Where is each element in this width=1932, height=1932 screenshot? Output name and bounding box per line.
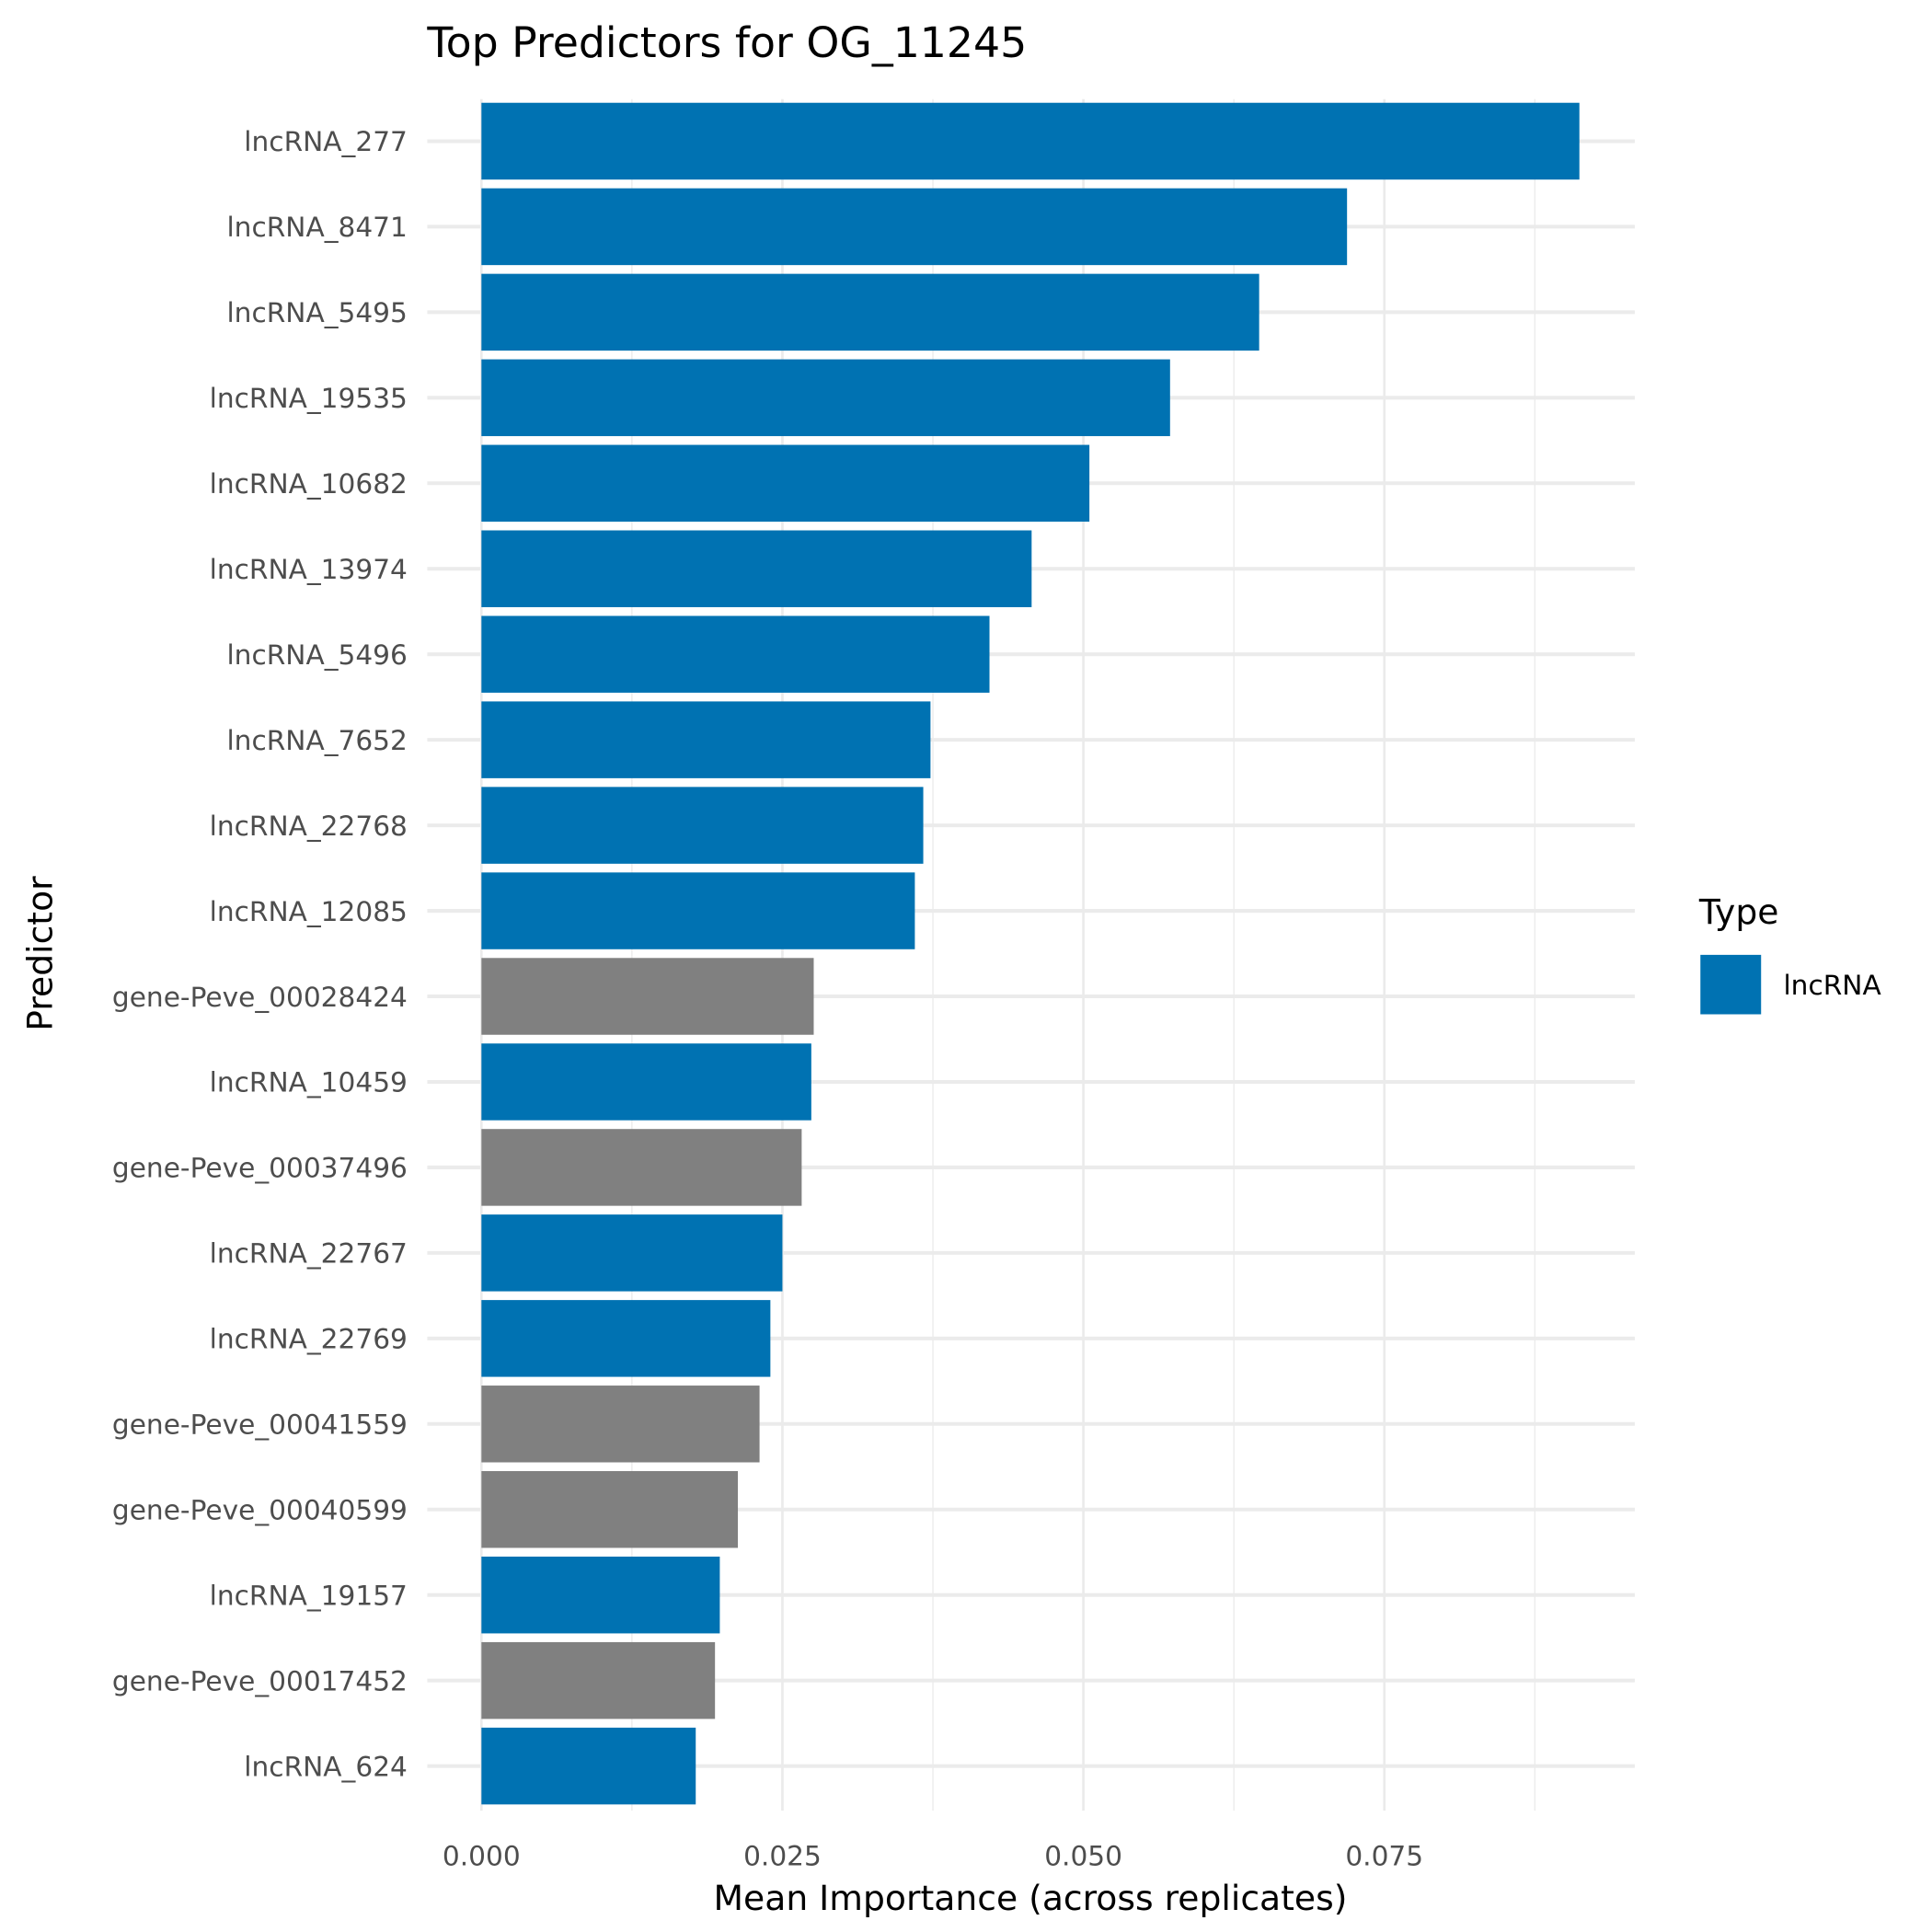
bar-gene-Peve_00037496: [481, 1129, 802, 1206]
y-tick-label: lncRNA_10459: [210, 1067, 408, 1098]
y-tick-label: gene-Peve_00041559: [112, 1409, 408, 1441]
bar-gene-Peve_00041559: [481, 1386, 760, 1463]
y-tick-label: lncRNA_19157: [210, 1580, 408, 1611]
legend-title: Type: [1698, 891, 1779, 932]
y-tick-label: lncRNA_22767: [210, 1238, 408, 1270]
y-tick-label: lncRNA_277: [244, 126, 408, 157]
bar-lncRNA_22769: [481, 1300, 771, 1377]
bar-lncRNA_10682: [481, 444, 1090, 523]
legend: Type lncRNA: [1698, 891, 1881, 1015]
y-tick-label: lncRNA_19535: [210, 383, 408, 414]
bar-gene-Peve_00028424: [481, 958, 814, 1035]
x-tick-label: 0.025: [743, 1840, 822, 1871]
legend-key-lncrna: [1700, 954, 1762, 1015]
y-tick-label: lncRNA_5495: [226, 297, 407, 328]
gridlines: [427, 98, 1635, 1811]
y-tick-labels: lncRNA_277 lncRNA_8471 lncRNA_5495 lncRNA_1…: [112, 126, 408, 1782]
y-tick-label: lncRNA_8471: [226, 212, 407, 243]
bars: [481, 102, 1580, 1805]
y-tick-label: lncRNA_13974: [210, 554, 408, 585]
bar-lncRNA_13974: [481, 530, 1032, 607]
chart-title: Top Predictors for OG_11245: [426, 18, 1027, 67]
y-tick-label: gene-Peve_00028424: [112, 982, 408, 1013]
y-tick-label: lncRNA_22768: [210, 811, 408, 842]
x-tick-labels: 0.000 0.025 0.050 0.075: [443, 1840, 1423, 1871]
bar-lncRNA_277: [481, 102, 1580, 180]
y-tick-label: lncRNA_7652: [226, 725, 407, 756]
x-tick-label: 0.000: [443, 1840, 521, 1871]
y-tick-label: lncRNA_10682: [210, 468, 408, 500]
y-tick-label: lncRNA_12085: [210, 896, 408, 927]
y-tick-label: lncRNA_5496: [226, 639, 407, 671]
bar-lncRNA_8471: [481, 188, 1348, 266]
bar-lncRNA_12085: [481, 872, 915, 949]
x-tick-label: 0.050: [1044, 1840, 1122, 1871]
bar-lncRNA_22767: [481, 1214, 783, 1292]
y-tick-label: lncRNA_22769: [210, 1324, 408, 1355]
bar-lncRNA_7652: [481, 701, 931, 778]
bar-lncRNA_19157: [481, 1556, 720, 1634]
bar-gene-Peve_00040599: [481, 1471, 739, 1548]
y-tick-label: gene-Peve_00017452: [112, 1665, 408, 1696]
y-tick-label: lncRNA_624: [244, 1751, 408, 1782]
bar-lncRNA_10459: [481, 1043, 811, 1121]
bar-lncRNA_22768: [481, 787, 924, 864]
y-axis-title: Predictor: [20, 876, 61, 1031]
x-axis-title: Mean Importance (across replicates): [714, 1878, 1348, 1918]
bar-lncRNA_624: [481, 1727, 696, 1805]
bar-lncRNA_19535: [481, 359, 1170, 437]
y-tick-label: gene-Peve_00040599: [112, 1495, 408, 1526]
bar-gene-Peve_00017452: [481, 1641, 716, 1719]
legend-label-lncrna: lncRNA: [1783, 970, 1881, 1001]
bar-lncRNA_5496: [481, 615, 990, 693]
bar-lncRNA_5495: [481, 273, 1259, 351]
x-tick-label: 0.075: [1345, 1840, 1423, 1871]
y-tick-label: gene-Peve_00037496: [112, 1153, 408, 1184]
